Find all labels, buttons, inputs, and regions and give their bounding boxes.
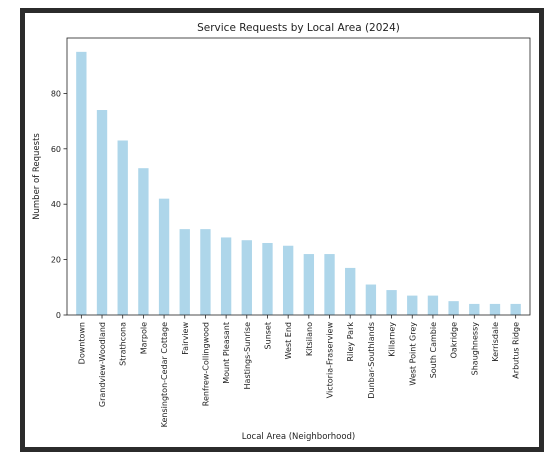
- bar-west-end: [282, 245, 294, 315]
- bar-kensington-cedar-cottage: [158, 198, 170, 315]
- bar-shaughnessy: [469, 303, 480, 315]
- bar-chart: Service Requests by Local Area (2024) Lo…: [32, 22, 531, 442]
- y-axis-ticks: 0 20 40 60 80: [51, 89, 67, 320]
- x-tick-label: South Cambie: [429, 322, 438, 378]
- x-tick-label: Kitsilano: [305, 322, 314, 356]
- bar-renfrew-collingwood: [200, 229, 211, 315]
- x-tick-label: Marpole: [139, 322, 148, 354]
- chart-title: Service Requests by Local Area (2024): [197, 22, 400, 34]
- bar-hastings-sunrise: [241, 240, 252, 315]
- bar-strathcona: [117, 140, 128, 315]
- bar-kerrisdale: [489, 303, 501, 315]
- bar-sunset: [262, 242, 273, 315]
- x-tick-label: Renfrew-Collingwood: [201, 322, 210, 406]
- x-tick-label: Sunset: [263, 322, 272, 349]
- x-tick-label: Kensington-Cedar Cottage: [160, 322, 169, 427]
- x-axis-title: Local Area (Neighborhood): [242, 432, 355, 442]
- y-tick-label: 60: [51, 145, 61, 154]
- bar-south-cambie: [427, 295, 439, 315]
- y-tick-label: 20: [51, 256, 61, 265]
- bar-killarney: [386, 290, 397, 315]
- bar-arbutus-ridge: [510, 303, 521, 315]
- x-tick-label: Killarney: [388, 322, 397, 357]
- x-tick-label: Hastings-Sunrise: [243, 322, 252, 390]
- x-tick-label: West Point Grey: [408, 322, 417, 386]
- plot-area-border: [66, 37, 531, 316]
- bar-marpole: [138, 168, 149, 315]
- y-tick-label: 80: [51, 89, 61, 98]
- x-tick-label: Fairview: [181, 322, 190, 355]
- bar-fairview: [179, 229, 190, 315]
- chart-frame: Service Requests by Local Area (2024) Lo…: [20, 8, 544, 452]
- x-tick-label: Shaughnessy: [470, 322, 479, 376]
- bar-west-point-grey: [407, 295, 418, 315]
- bar-kitsilano: [303, 254, 315, 315]
- x-tick-label: Arbutus Ridge: [512, 322, 521, 379]
- x-tick-label: West End: [284, 322, 293, 359]
- bar-grandview-woodland: [96, 110, 108, 316]
- x-tick-label: Oakridge: [450, 322, 459, 359]
- x-tick-label: Dunbar-Southlands: [367, 322, 376, 399]
- bar-mount-pleasant: [220, 237, 232, 315]
- x-tick-label: Kerrisdale: [491, 322, 500, 362]
- bar-downtown: [76, 51, 87, 315]
- x-tick-label: Victoria-Fraserview: [326, 322, 335, 399]
- x-tick-label: Mount Pleasant: [222, 322, 231, 384]
- y-tick-label: 0: [56, 311, 61, 320]
- x-tick-label: Strathcona: [119, 322, 128, 366]
- x-tick-label: Downtown: [77, 322, 86, 364]
- bar-victoria-fraserview: [324, 254, 335, 315]
- bars-group: [76, 51, 521, 316]
- bar-dunbar-southlands: [365, 284, 377, 315]
- y-tick-label: 40: [51, 200, 61, 209]
- bar-oakridge: [448, 301, 459, 315]
- bar-riley-park: [345, 267, 356, 315]
- x-tick-label: Grandview-Woodland: [98, 322, 107, 407]
- x-tick-label: Riley Park: [346, 322, 355, 362]
- y-axis-title: Number of Requests: [32, 133, 42, 220]
- x-axis-ticks: Downtown Grandview-Woodland Strathcona Marp…: [77, 315, 521, 427]
